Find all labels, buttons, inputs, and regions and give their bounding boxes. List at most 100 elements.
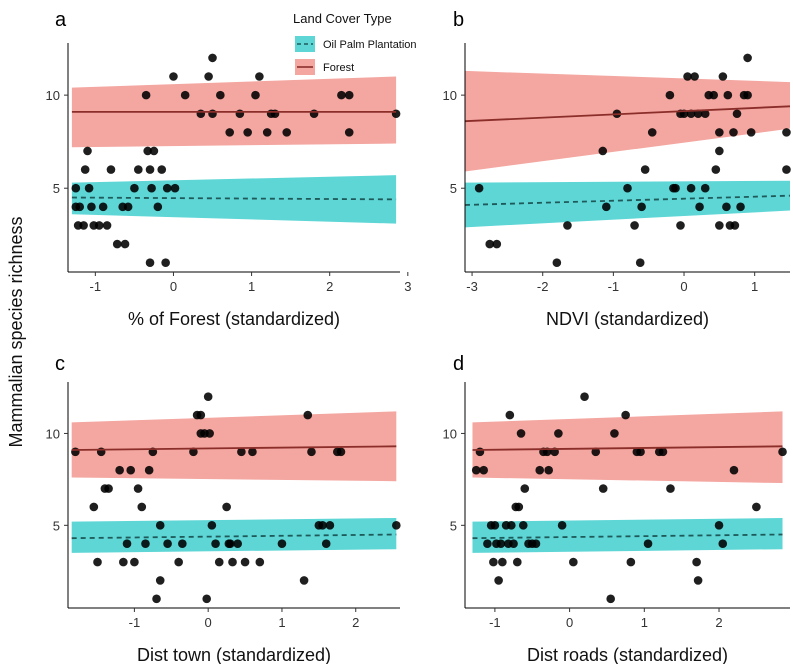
legend-title: Land Cover Type bbox=[293, 11, 392, 26]
data-point bbox=[490, 521, 500, 530]
data-point bbox=[492, 239, 502, 249]
data-point bbox=[714, 521, 724, 530]
data-point bbox=[336, 447, 346, 457]
data-point bbox=[598, 484, 608, 493]
data-point bbox=[743, 90, 752, 100]
panel-d: -1 0 1 2 5 10 Dist roads (standardized) bbox=[443, 382, 790, 664]
data-point bbox=[729, 128, 738, 137]
data-point bbox=[621, 410, 630, 420]
data-point bbox=[84, 183, 94, 193]
data-point bbox=[554, 429, 563, 438]
data-point bbox=[98, 202, 108, 212]
data-point bbox=[205, 429, 214, 438]
data-point bbox=[155, 521, 165, 530]
data-point bbox=[189, 447, 198, 457]
data-point bbox=[563, 221, 572, 230]
y-axis-title: Mammalian species richness bbox=[6, 216, 26, 447]
x-tick-label: 1 bbox=[641, 615, 648, 630]
data-point bbox=[208, 109, 217, 119]
data-point bbox=[141, 539, 150, 548]
data-point bbox=[102, 221, 112, 230]
data-point bbox=[635, 258, 645, 267]
data-point bbox=[130, 557, 139, 567]
data-point bbox=[83, 146, 92, 156]
data-point bbox=[79, 221, 88, 230]
data-point bbox=[216, 90, 225, 100]
data-point bbox=[658, 447, 668, 457]
oil-palm-fit-line bbox=[472, 533, 783, 540]
data-point bbox=[299, 576, 309, 585]
data-point bbox=[80, 165, 90, 174]
x-tick-label: 0 bbox=[170, 279, 177, 294]
x-tick-label: -1 bbox=[608, 279, 620, 294]
data-point bbox=[598, 146, 608, 156]
data-point bbox=[303, 410, 313, 420]
data-point bbox=[498, 557, 507, 567]
x-tick-label: 1 bbox=[278, 615, 285, 630]
forest-fit-line bbox=[472, 445, 783, 451]
data-point bbox=[686, 183, 696, 193]
data-point bbox=[475, 447, 485, 457]
x-tick-label: -1 bbox=[90, 279, 102, 294]
data-point bbox=[602, 202, 611, 212]
data-point bbox=[89, 502, 99, 512]
data-point bbox=[676, 221, 685, 230]
legend-label-oil-palm: Oil Palm Plantation bbox=[323, 39, 417, 51]
data-point bbox=[145, 165, 155, 174]
forest-ci-band bbox=[465, 70, 790, 172]
data-point bbox=[610, 429, 619, 438]
data-point bbox=[729, 465, 739, 475]
data-point bbox=[141, 90, 151, 100]
x-tick-label: 1 bbox=[248, 279, 255, 294]
data-point bbox=[665, 90, 675, 100]
data-point bbox=[722, 202, 731, 212]
data-point bbox=[709, 90, 718, 100]
y-tick-label: 5 bbox=[450, 181, 457, 196]
y-tick-label: 5 bbox=[450, 518, 457, 533]
data-point bbox=[178, 539, 187, 548]
data-point bbox=[133, 484, 143, 493]
data-point bbox=[509, 539, 518, 548]
data-point bbox=[520, 484, 530, 493]
data-point bbox=[531, 539, 541, 548]
data-point bbox=[718, 539, 728, 548]
data-point bbox=[122, 539, 132, 548]
data-point bbox=[637, 202, 646, 212]
oil-palm-fit-line bbox=[71, 533, 397, 540]
y-tick-label: 10 bbox=[443, 88, 457, 103]
data-point bbox=[483, 539, 492, 548]
panel-a: -1 0 1 2 3 5 10 % of Forest (standardized) bbox=[46, 43, 411, 329]
x-tick-label: 0 bbox=[205, 615, 212, 630]
data-point bbox=[715, 221, 724, 230]
forest-fit-line bbox=[464, 105, 791, 123]
data-point bbox=[93, 557, 102, 567]
y-tick-label: 10 bbox=[46, 88, 60, 103]
panel-b: -3 -2 -1 0 1 5 10 NDVI (standardized) bbox=[443, 43, 791, 329]
data-point bbox=[636, 447, 645, 457]
data-point bbox=[666, 484, 675, 493]
data-point bbox=[700, 183, 710, 193]
data-point bbox=[630, 221, 639, 230]
data-point bbox=[489, 557, 498, 567]
data-point bbox=[71, 183, 81, 193]
data-point bbox=[277, 539, 287, 548]
data-point bbox=[169, 72, 178, 81]
data-point bbox=[203, 392, 213, 401]
data-point bbox=[123, 202, 133, 212]
legend: Land Cover Type Oil Palm Plantation Fore… bbox=[293, 11, 417, 75]
data-point bbox=[225, 128, 235, 137]
data-point bbox=[752, 502, 761, 512]
data-point bbox=[104, 484, 113, 493]
forest-ci-band bbox=[472, 411, 783, 484]
data-point bbox=[143, 146, 152, 156]
x-tick-label: -3 bbox=[466, 279, 478, 294]
data-point bbox=[318, 521, 327, 530]
data-point bbox=[391, 109, 401, 119]
data-point bbox=[337, 90, 346, 100]
panel-c: -1 0 1 2 5 10 Dist town (standardized) bbox=[46, 382, 401, 664]
oil-palm-fit-line bbox=[71, 196, 397, 201]
data-point bbox=[309, 109, 319, 119]
data-point bbox=[262, 128, 272, 137]
x-tick-label: 0 bbox=[680, 279, 687, 294]
